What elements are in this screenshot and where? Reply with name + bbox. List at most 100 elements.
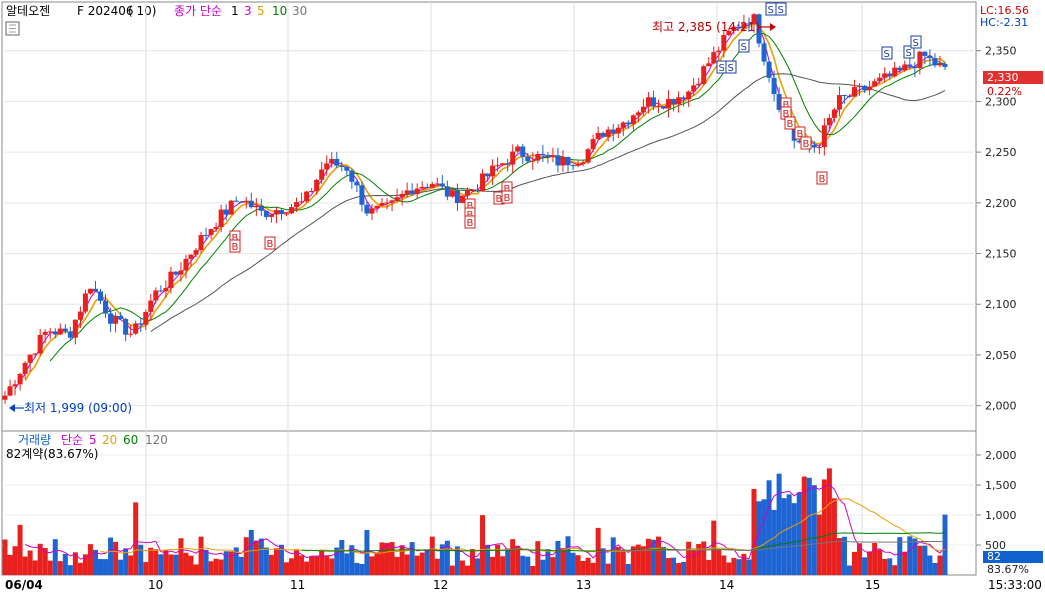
volume-bar (173, 554, 179, 575)
volume-bar (811, 485, 817, 575)
volume-bar (2, 539, 8, 575)
volume-bar (882, 558, 888, 575)
candle-body (756, 14, 762, 44)
candle-body (600, 132, 606, 137)
volume-bar (399, 545, 405, 575)
candle-body (62, 328, 68, 332)
volume-bar (676, 563, 682, 575)
volume-bar (540, 559, 546, 575)
volume-tick-label: 500 (985, 539, 1006, 552)
volume-bar (610, 537, 616, 575)
volume-bar (108, 537, 114, 575)
volume-bar (409, 542, 415, 575)
candle-body (500, 163, 506, 166)
chart-menu-icon-grid (9, 24, 16, 33)
candle-body (253, 205, 259, 208)
volume-bar (87, 544, 93, 575)
volume-bar (98, 559, 104, 575)
candle-body (751, 14, 757, 24)
price-tick-label: 2,050 (985, 349, 1017, 362)
volume-bar (515, 545, 521, 575)
volume-bar (82, 554, 88, 575)
volume-bar (278, 544, 284, 575)
candle-body (218, 209, 224, 227)
volume-bar (183, 552, 189, 575)
ma-line-5 (24, 22, 946, 382)
candle-body (238, 201, 244, 203)
volume-bar (841, 536, 847, 575)
candle-body (731, 26, 737, 31)
candle-body (857, 85, 863, 88)
volume-bar (62, 553, 68, 575)
volume-bar (932, 562, 938, 575)
volume-bar (258, 538, 264, 575)
buy-signal-marker-letter: B (504, 184, 511, 195)
volume-bar (148, 547, 154, 575)
candle-body (82, 293, 88, 312)
volume-bar (600, 548, 606, 575)
sell-signal-marker-letter: S (768, 5, 774, 16)
candle-body (540, 153, 546, 156)
candle-body (153, 290, 159, 301)
candle-body (721, 35, 727, 51)
volume-bar (299, 555, 305, 575)
grid-lines (2, 2, 976, 575)
candle-body (163, 288, 169, 292)
buy-signal-marker (464, 215, 476, 229)
candle-body (741, 23, 747, 29)
candle-body (907, 64, 913, 67)
current-price-label: 2,330 (987, 71, 1019, 84)
volume-bar (324, 555, 330, 575)
volume-bar (394, 556, 400, 575)
date-label-13: 13 (576, 578, 591, 592)
volume-bar (138, 544, 144, 575)
ma-period-3: 3 (244, 4, 252, 18)
volume-bar (902, 551, 908, 575)
candle-body (691, 85, 697, 92)
volume-bar (771, 509, 777, 575)
volume-bar (912, 538, 918, 575)
volume-bar (555, 540, 561, 575)
volume-bar (545, 549, 551, 575)
volume-bar (726, 562, 732, 575)
candle-body (389, 200, 395, 203)
volume-bar (575, 555, 581, 575)
volume-bar (77, 562, 83, 575)
buy-signal-marker-letter: B (232, 242, 239, 253)
candle-body (87, 288, 93, 294)
candle-body (228, 200, 234, 215)
candle-body (419, 186, 425, 189)
volume-ma-5: 5 (89, 433, 97, 447)
candle-body (118, 315, 124, 320)
candle-body (22, 362, 28, 375)
candle-body (243, 200, 249, 203)
volume-bar (892, 565, 898, 575)
volume-bar (294, 550, 300, 575)
date-label-10: 10 (148, 578, 163, 592)
sell-signal-marker (910, 35, 922, 49)
volume-bar (158, 554, 164, 575)
date-label-11: 11 (290, 578, 305, 592)
volume-bar (344, 553, 350, 575)
candle-body (369, 208, 375, 214)
buy-signal-marker (794, 126, 806, 140)
candle-body (248, 200, 254, 208)
candle-body (630, 115, 636, 125)
candle-body (273, 210, 279, 215)
ma-period-5: 5 (257, 4, 265, 18)
volume-bar (852, 551, 858, 575)
candle-body (625, 122, 631, 125)
candle-body (555, 155, 561, 166)
volume-bar (248, 529, 254, 575)
volume-bar (389, 542, 395, 575)
candle-body (816, 147, 822, 149)
volume-bar (103, 559, 109, 575)
candle-body (490, 165, 496, 177)
volume-bar (123, 548, 129, 575)
candle-body (766, 61, 772, 78)
volume-bar (565, 536, 571, 575)
buy-signal-marker-letter: B (797, 129, 804, 140)
volume-bar (113, 541, 119, 575)
candle-body (635, 112, 641, 116)
buy-signal-marker (816, 171, 828, 185)
